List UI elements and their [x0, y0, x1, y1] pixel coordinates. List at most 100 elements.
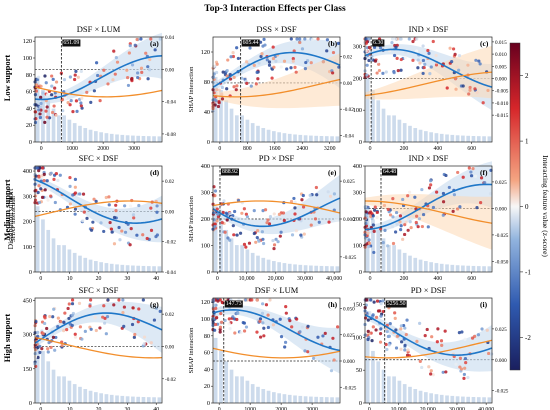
hist-bar	[51, 369, 56, 403]
hist-bar	[439, 394, 444, 403]
scatter-point	[418, 359, 422, 363]
scatter-point	[399, 324, 403, 328]
scatter-point	[36, 330, 40, 334]
scatter-point	[423, 62, 427, 66]
scatter-point	[470, 336, 475, 340]
hist-bar	[109, 263, 114, 272]
panel-title: SFC × DSF	[79, 153, 119, 163]
scatter-point	[372, 208, 377, 212]
scatter-point	[377, 68, 382, 73]
scatter-point	[395, 222, 399, 226]
hist-bar	[213, 206, 218, 272]
scatter-point	[393, 37, 397, 41]
scatter-point	[466, 375, 470, 380]
scatter-point	[118, 238, 122, 242]
scatter-point	[85, 216, 89, 220]
scatter-point	[478, 62, 482, 66]
scatter-point	[381, 309, 385, 314]
hist-bar	[482, 136, 486, 142]
hist-bar	[83, 257, 88, 272]
hist-bar	[104, 394, 109, 403]
scatter-point	[403, 50, 408, 55]
scatter-point	[441, 213, 445, 217]
hist-bar	[272, 261, 276, 272]
scatter-point	[215, 219, 219, 223]
scatter-point	[421, 212, 426, 217]
scatter-point	[418, 321, 422, 325]
scatter-point	[102, 229, 106, 234]
scatter-point	[147, 68, 152, 72]
hist-bar	[303, 265, 308, 272]
scatter-point	[52, 104, 56, 108]
hist-bar	[62, 245, 66, 272]
scatter-point	[129, 227, 133, 231]
scatter-point	[41, 332, 45, 336]
scatter-point	[390, 40, 394, 45]
hist-bar	[476, 136, 481, 142]
scatter-point	[441, 370, 445, 374]
hist-bar	[293, 134, 297, 142]
scatter-point	[259, 335, 263, 339]
scatter-point	[298, 330, 302, 334]
hist-bar	[250, 252, 255, 272]
scatter-point	[421, 71, 425, 76]
scatter-point	[387, 343, 391, 347]
scatter-point	[279, 334, 284, 339]
y-tick-label: 200	[353, 75, 362, 82]
scatter-point	[285, 67, 289, 71]
scatter-point	[106, 298, 110, 302]
scatter-point	[136, 71, 140, 75]
hist-bar	[245, 380, 250, 403]
scatter-point	[69, 99, 73, 103]
scatter-point	[52, 307, 56, 311]
hist-bar	[314, 396, 319, 403]
scatter-point	[262, 37, 266, 42]
scatter-point	[74, 69, 78, 73]
scatter-point	[426, 225, 430, 229]
scatter-point	[256, 228, 260, 233]
scatter-point	[396, 68, 400, 73]
scatter-point	[415, 49, 419, 53]
threshold-label: 6.30	[373, 40, 383, 46]
scatter-point	[399, 224, 403, 228]
scatter-point	[68, 202, 72, 206]
scatter-point	[310, 38, 314, 42]
scatter-point	[300, 325, 304, 329]
hist-bar	[365, 337, 370, 403]
scatter-point	[366, 205, 370, 209]
hist-bar	[371, 219, 375, 272]
hist-bar	[250, 384, 255, 403]
scatter-point	[455, 207, 460, 211]
scatter-point	[74, 99, 79, 103]
scatter-point	[216, 299, 220, 303]
hist-bar	[287, 394, 292, 403]
hist-bar	[99, 132, 103, 142]
scatter-point	[313, 217, 318, 221]
scatter-point	[244, 212, 248, 216]
interaction-line	[364, 339, 493, 359]
scatter-point	[393, 316, 397, 321]
scatter-point	[265, 221, 269, 225]
y-tick-label: 200	[353, 216, 362, 223]
scatter-point	[62, 320, 66, 324]
scatter-point	[220, 85, 224, 90]
hist-bar	[476, 397, 481, 403]
scatter-point	[288, 319, 292, 323]
y-tick-label: 120	[201, 49, 210, 56]
hist-bar	[413, 128, 418, 142]
x-tick-label: 2000	[275, 407, 287, 410]
scatter-point	[109, 227, 114, 231]
colorbar-tick-label: 1	[525, 138, 529, 146]
trend-line	[34, 178, 163, 224]
threshold-label-bg	[224, 300, 243, 308]
hist-bar	[418, 129, 423, 142]
hist-bar	[471, 396, 476, 403]
hist-bar	[224, 100, 229, 142]
scatter-point	[388, 213, 393, 217]
y2-tick-label: 0.000	[343, 359, 355, 365]
x-tick-label: 0	[369, 276, 372, 282]
scatter-point	[94, 199, 98, 203]
scatter-point	[110, 230, 114, 234]
scatter-point	[266, 325, 270, 330]
scatter-point	[131, 306, 135, 310]
